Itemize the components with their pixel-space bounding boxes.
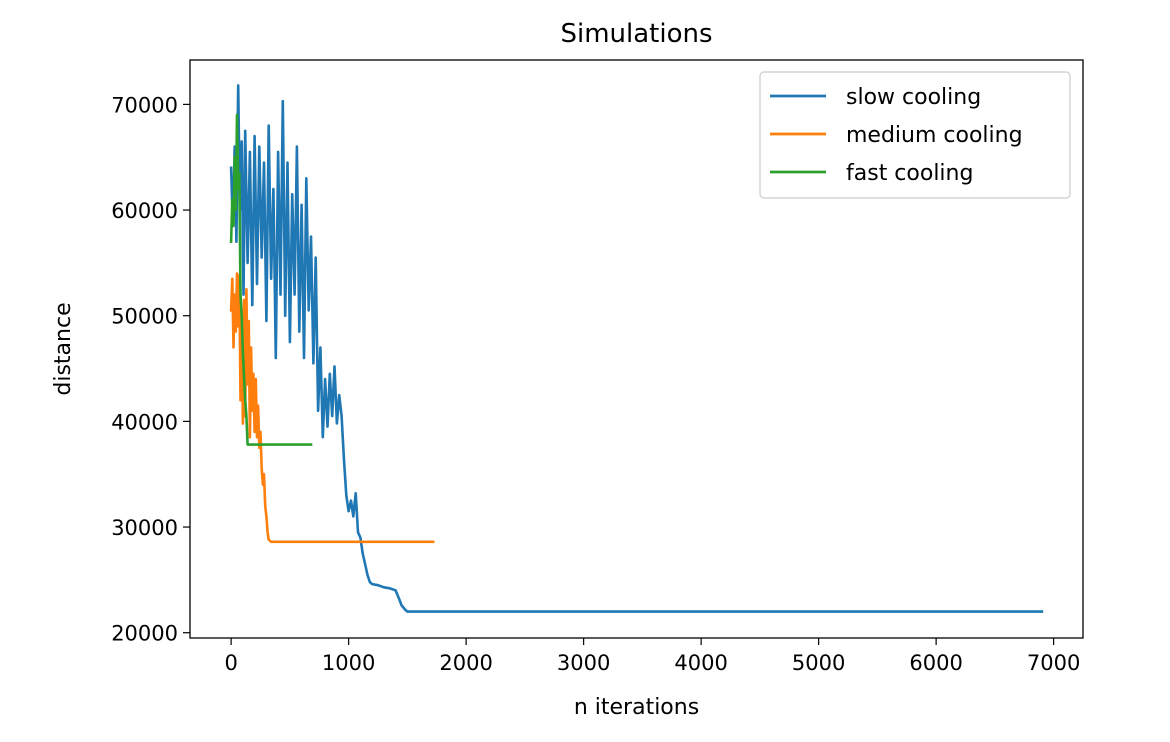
chart-title: Simulations (560, 19, 712, 49)
y-axis-label: distance (51, 302, 76, 395)
y-tick-label: 30000 (111, 516, 178, 540)
series-lines (229, 84, 1044, 613)
series-line-fast-cooling (229, 113, 313, 446)
legend-entry: medium cooling (846, 123, 1023, 148)
x-tick-label: 4000 (674, 651, 727, 675)
y-tick-label: 20000 (111, 622, 178, 646)
legend-entry: fast cooling (846, 161, 973, 186)
x-tick-label: 6000 (909, 651, 962, 675)
x-tick-label: 0 (224, 651, 237, 675)
legend-box (759, 71, 1071, 199)
x-tick-label: 3000 (557, 651, 610, 675)
x-tick-label: 2000 (439, 651, 492, 675)
legend-entry: slow cooling (846, 85, 981, 110)
plot-area (189, 59, 1084, 639)
x-tick-label: 5000 (792, 651, 845, 675)
series-line-slow-cooling (229, 84, 1044, 613)
x-axis-label: n iterations (574, 695, 699, 720)
x-axis: 0 1000 2000 3000 4000 5000 6000 7000 (224, 638, 1080, 675)
plot-frame (189, 59, 1084, 639)
legend: slow cooling medium cooling fast cooling (759, 71, 1071, 199)
y-tick-label: 50000 (111, 305, 178, 329)
x-tick-label: 7000 (1027, 651, 1080, 675)
y-tick-label: 40000 (111, 410, 178, 434)
y-tick-label: 70000 (111, 93, 178, 117)
y-tick-label: 60000 (111, 199, 178, 223)
y-axis: 20000 30000 40000 50000 60000 70000 (111, 93, 190, 646)
x-tick-label: 1000 (322, 651, 375, 675)
